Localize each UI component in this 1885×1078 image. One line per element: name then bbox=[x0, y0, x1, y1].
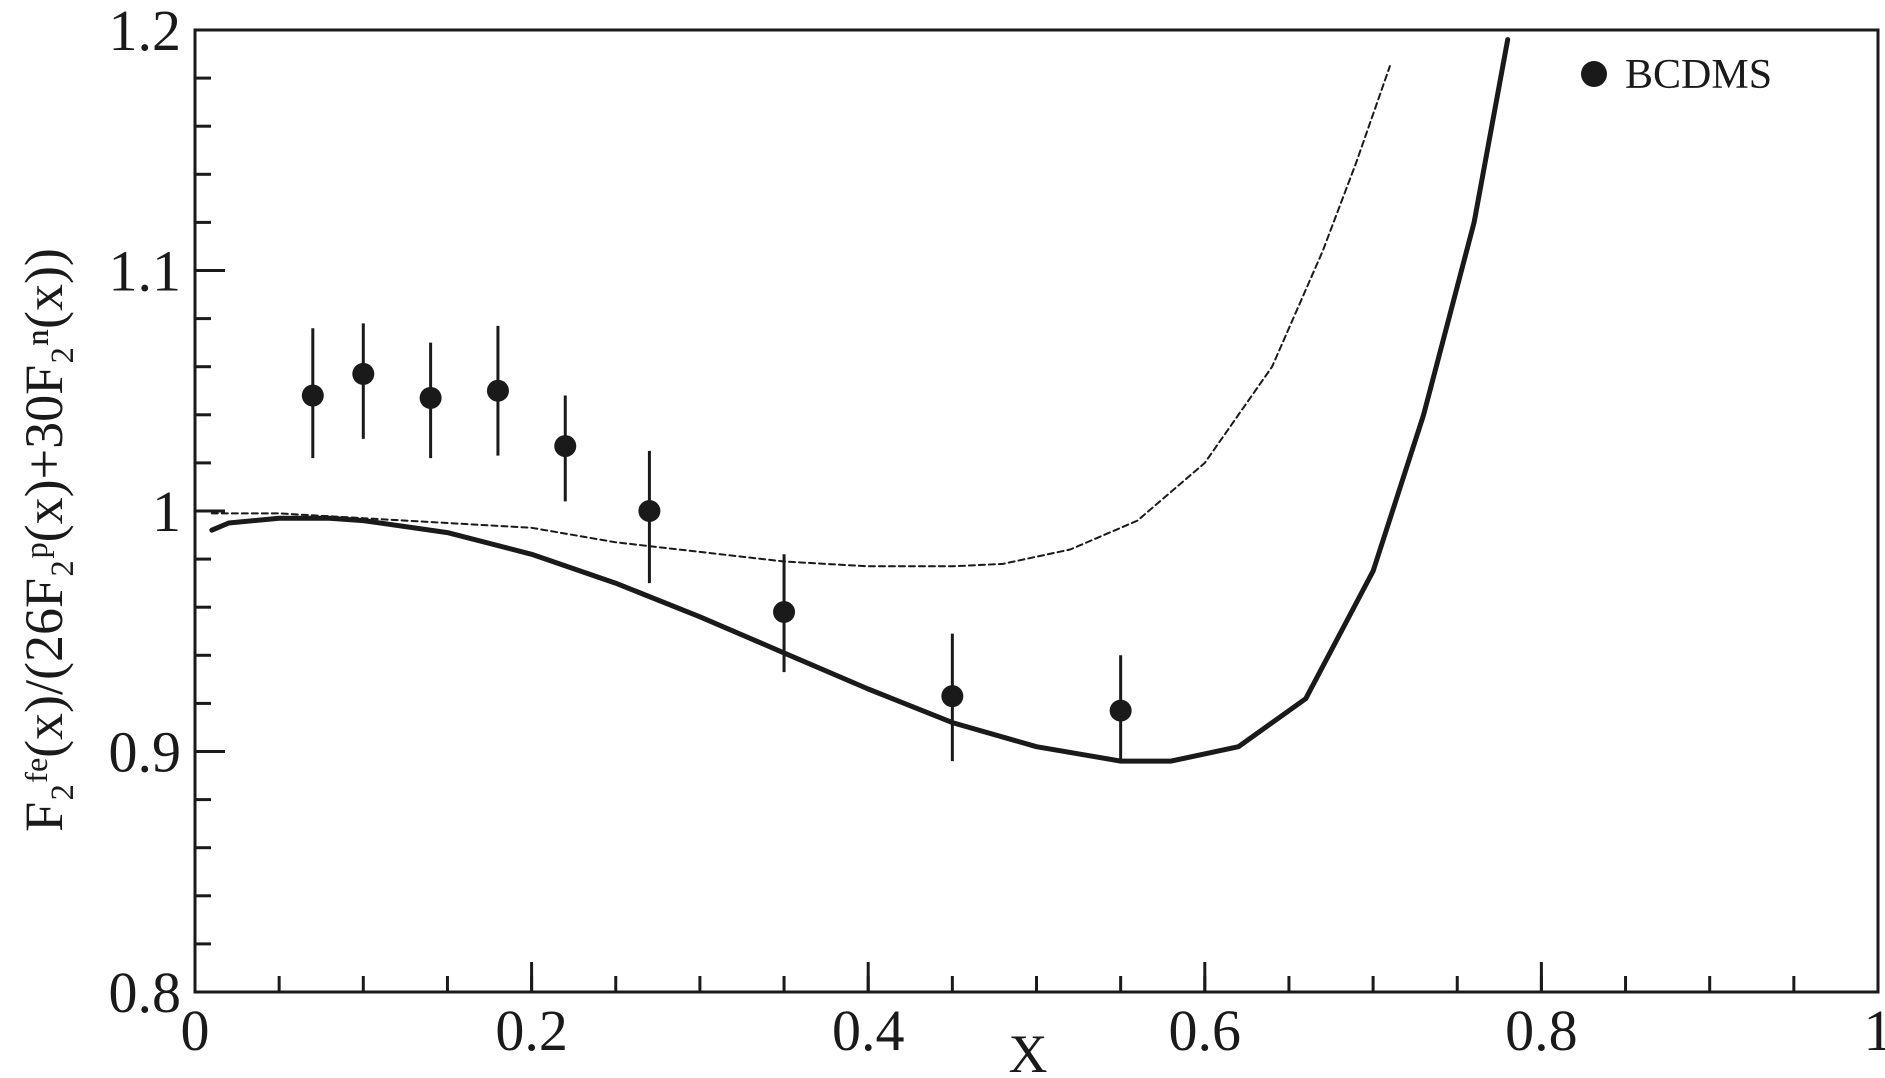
data-point bbox=[1109, 699, 1132, 722]
x-tick-label: 0.8 bbox=[1505, 998, 1578, 1063]
data-point bbox=[941, 685, 964, 708]
y-axis-title: F₂ᶠᵉ(x)/(26F₂ᵖ(x)+30F₂ⁿ(x)) bbox=[14, 248, 74, 832]
major-ticks bbox=[193, 28, 1880, 994]
x-tick-label: 1 bbox=[1864, 998, 1885, 1063]
legend-label-bcdms: BCDMS bbox=[1625, 52, 1772, 98]
data-point bbox=[773, 601, 796, 624]
data-point bbox=[352, 362, 375, 385]
x-tick-label: 0.6 bbox=[1169, 998, 1242, 1063]
solid-curve bbox=[209, 37, 1511, 764]
data-point bbox=[554, 435, 577, 458]
dashed-curve bbox=[210, 65, 1391, 568]
x-tick-label: 0.4 bbox=[832, 998, 905, 1063]
x-axis-title: X bbox=[1009, 1024, 1048, 1078]
minor-ticks bbox=[195, 76, 1796, 992]
y-tick-label: 1.2 bbox=[109, 0, 182, 63]
data-point bbox=[419, 386, 442, 409]
plot-frame bbox=[193, 28, 1880, 994]
x-tick-label: 0.2 bbox=[495, 998, 568, 1063]
y-tick-label: 0.9 bbox=[109, 720, 182, 785]
legend-marker-bcdms bbox=[1581, 61, 1607, 87]
legend: BCDMS bbox=[1581, 52, 1772, 98]
data-point bbox=[486, 379, 509, 402]
y-tick-label: 0.8 bbox=[109, 960, 182, 1025]
data-point bbox=[301, 384, 324, 407]
x-tick-label: 0 bbox=[181, 998, 210, 1063]
bcdms-points bbox=[301, 323, 1132, 762]
y-tick-label: 1 bbox=[152, 479, 181, 544]
y-tick-label: 1.1 bbox=[109, 239, 182, 304]
y-tick-labels: 0.8 0.9 1 1.1 1.2 bbox=[109, 0, 182, 1025]
data-point bbox=[638, 500, 661, 522]
x-tick-labels: 0 0.2 0.4 0.6 0.8 1 bbox=[181, 998, 1885, 1063]
model-curves bbox=[209, 37, 1511, 764]
